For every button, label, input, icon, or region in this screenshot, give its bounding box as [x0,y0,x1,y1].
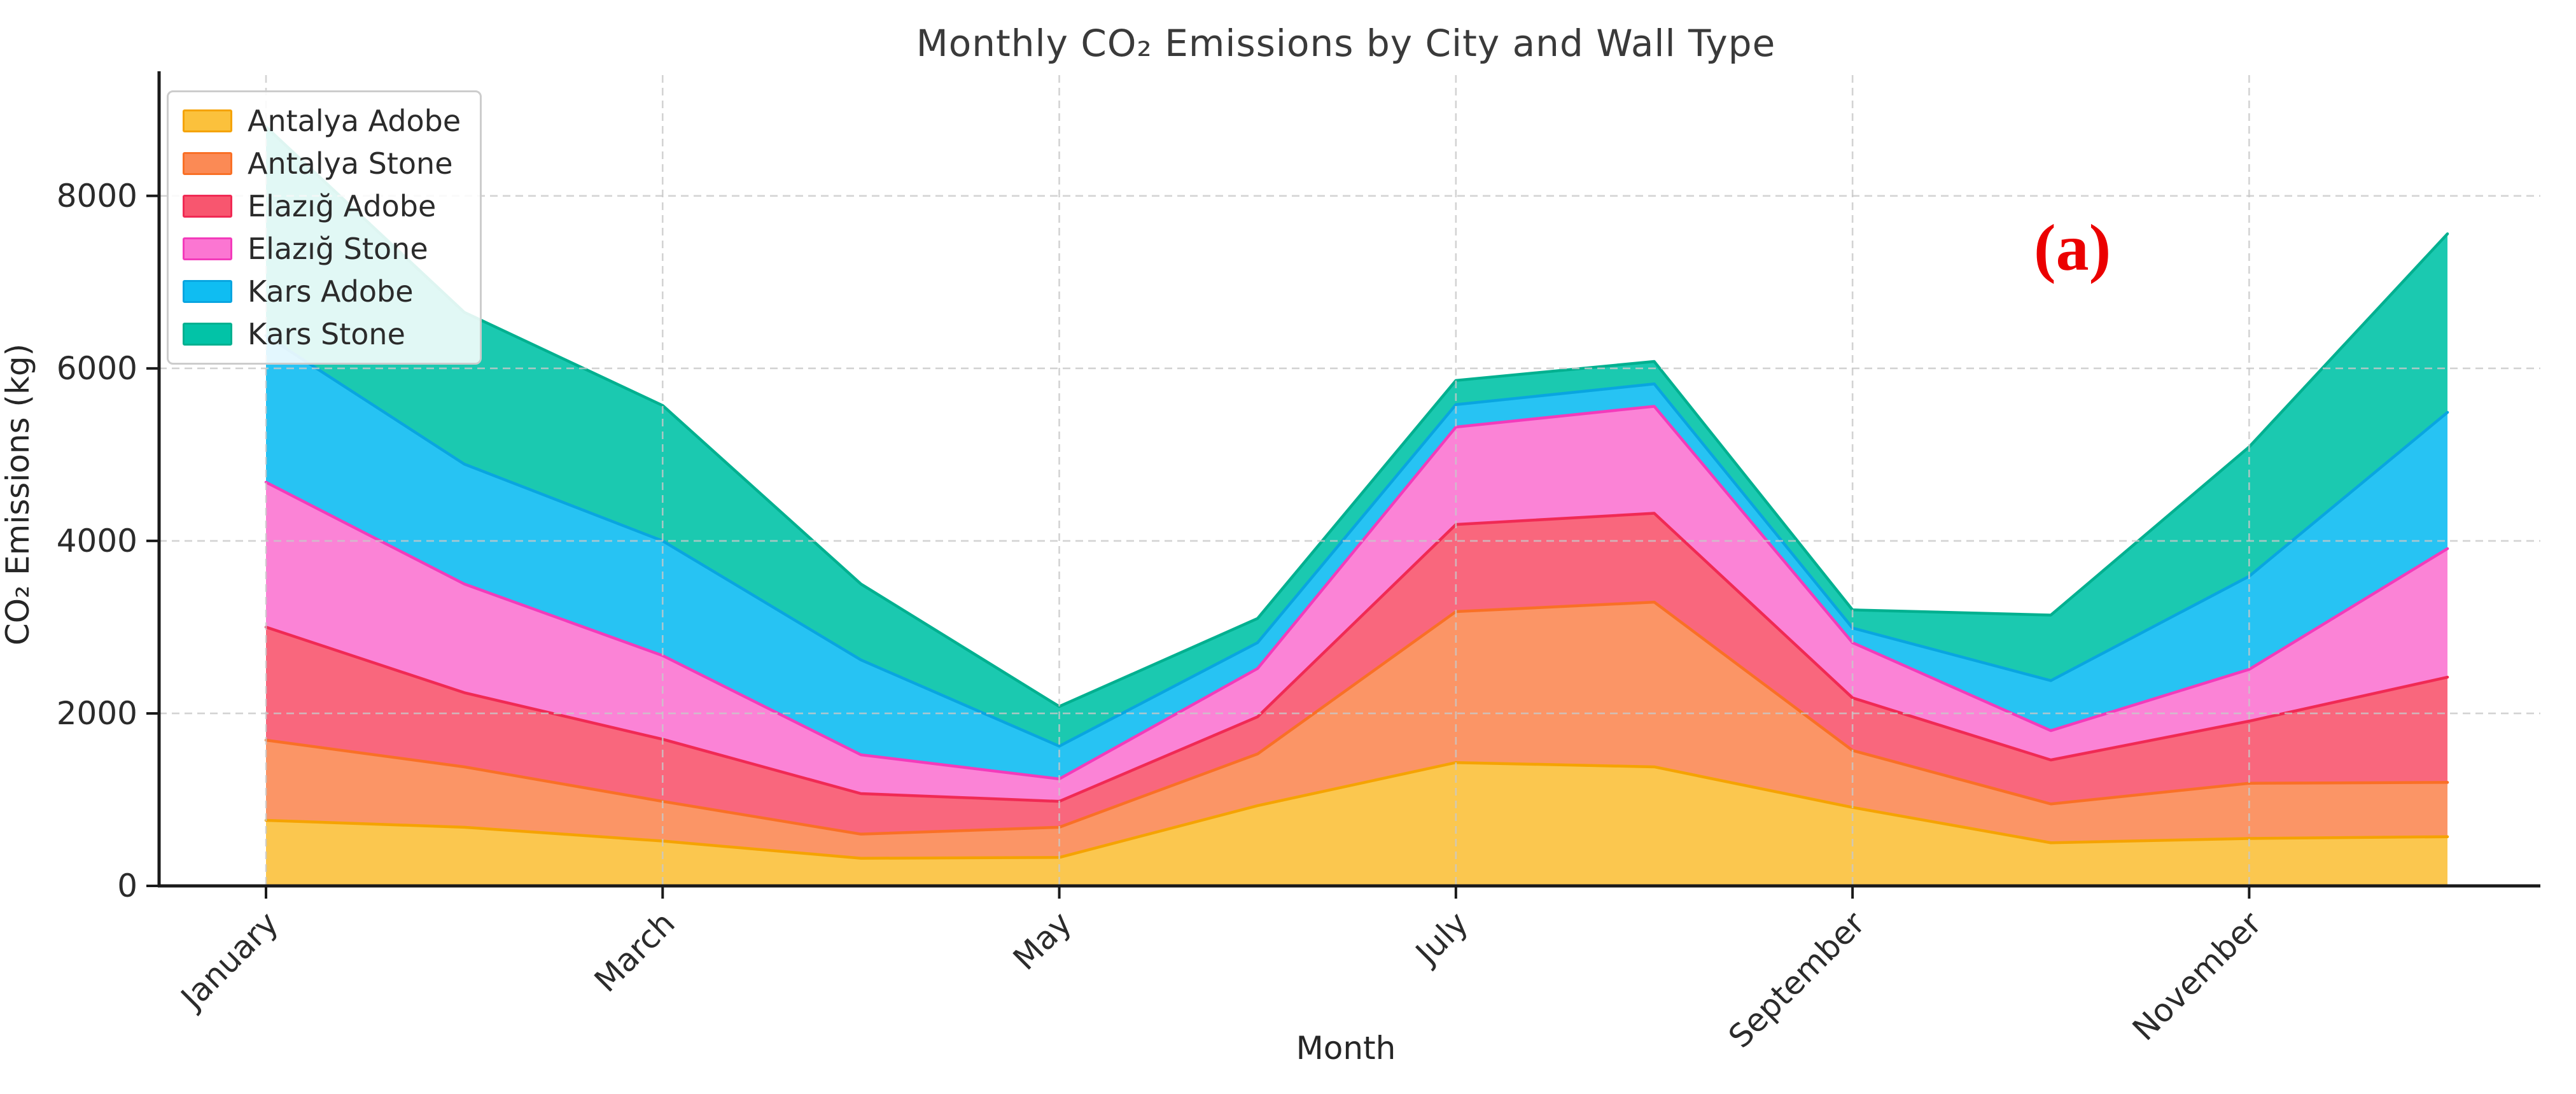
y-axis-label: CO₂ Emissions (kg) [0,343,36,646]
area-edge-line-6 [264,125,2449,708]
area-edge-line-3 [264,512,2449,803]
area-band-4 [266,406,2448,802]
legend-swatch-icon [183,280,232,303]
area-edge-line-5 [264,334,2449,748]
legend-item: Antalya Adobe [183,104,461,138]
legend-item: Antalya Stone [183,146,461,181]
x-tick-label: November [2125,904,2269,1048]
area-band-5 [266,335,2448,779]
area-edge-line-2 [264,600,2449,836]
area-band-3 [266,513,2448,834]
legend-label: Antalya Adobe [248,104,461,138]
legend-swatch-icon [183,237,232,260]
x-tick-label: July [1408,904,1476,972]
legend-label: Antalya Stone [248,146,453,181]
legend-swatch-icon [183,323,232,346]
legend-label: Kars Adobe [248,274,414,309]
legend-swatch-icon [183,109,232,132]
legend-swatch-icon [183,195,232,218]
area-edge-line-1 [264,761,2449,860]
legend-item: Elazığ Stone [183,232,461,266]
x-tick-label: January [172,904,285,1017]
y-tick-label: 8000 [57,178,137,214]
legend: Antalya Adobe Antalya Stone Elazığ Adobe El… [167,90,482,365]
legend-label: Elazığ Stone [248,232,428,266]
area-band-6 [266,127,2448,747]
y-tick-label: 2000 [57,695,137,732]
x-axis-label: Month [1296,1030,1396,1067]
chart-title: Monthly CO₂ Emissions by City and Wall T… [916,22,1776,65]
area-edge-line-4 [264,405,2449,781]
y-tick-label: 4000 [57,522,137,559]
legend-label: Kars Stone [248,317,405,351]
panel-annotation: (a) [2034,211,2111,284]
legend-swatch-icon [183,152,232,175]
y-tick-label: 0 [117,867,137,904]
x-tick-label: September [1721,904,1872,1055]
legend-item: Kars Stone [183,317,461,351]
legend-item: Kars Adobe [183,274,461,309]
y-tick-label: 6000 [57,350,137,387]
area-band-2 [266,602,2448,859]
x-tick-label: May [1006,904,1079,977]
legend-item: Elazığ Adobe [183,189,461,223]
x-tick-label: March [587,904,682,999]
legend-label: Elazığ Adobe [248,189,437,223]
